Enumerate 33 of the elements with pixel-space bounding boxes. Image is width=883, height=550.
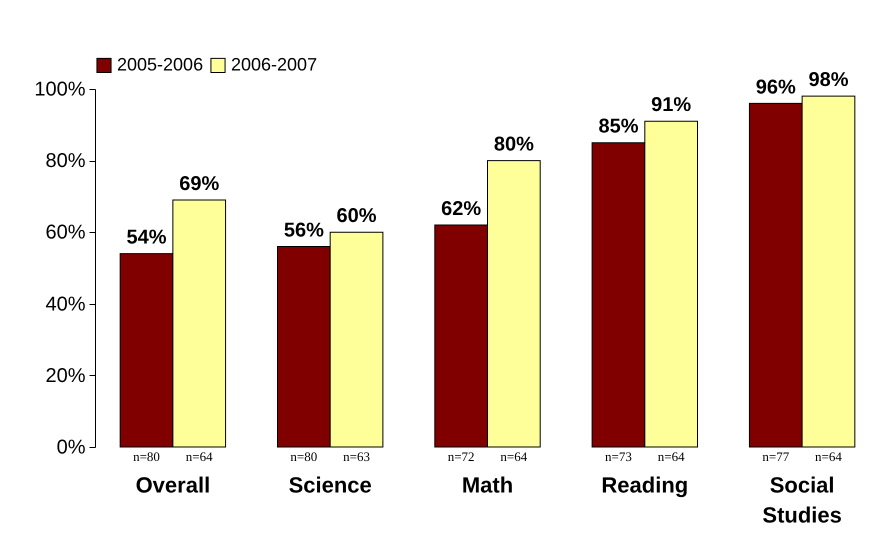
y-tick-label: 40% [45,293,86,316]
annotation: n=64 [658,449,686,464]
annotation: n=73 [605,449,632,464]
data-label: 60% [336,205,377,228]
data-label: 96% [756,76,796,98]
x-tick-label: Social Studies [762,472,842,528]
annotation: n=80 [290,449,318,464]
legend-label: 2005-2006 [117,54,204,74]
annotation: n=63 [343,449,370,464]
data-label: 62% [441,198,482,220]
data-label: 85% [598,116,639,138]
x-tick-label: Overall [136,472,210,498]
y-tick-label: 0% [56,436,86,458]
annotation: n=77 [762,449,790,464]
annotation: n=64 [815,449,842,464]
annotation: n=64 [500,449,528,464]
annotation: n=64 [186,449,214,464]
x-tick-label: Science [288,472,372,498]
x-tick-label: Reading [601,472,688,498]
data-label: 91% [651,94,692,116]
y-tick-label: 20% [45,364,86,387]
data-label: 98% [808,69,849,92]
y-tick-label: 60% [45,222,86,244]
data-label: 56% [284,220,324,242]
y-tick-label: 80% [45,150,86,172]
annotation: n=80 [133,449,160,464]
annotation: n=72 [448,449,475,464]
x-tick-label: Math [462,472,514,498]
legend-label: 2006-2007 [231,54,318,74]
data-label: 80% [494,134,534,156]
y-tick-label: 100% [34,78,86,100]
data-label: 54% [126,226,167,249]
data-label: 69% [179,172,220,195]
